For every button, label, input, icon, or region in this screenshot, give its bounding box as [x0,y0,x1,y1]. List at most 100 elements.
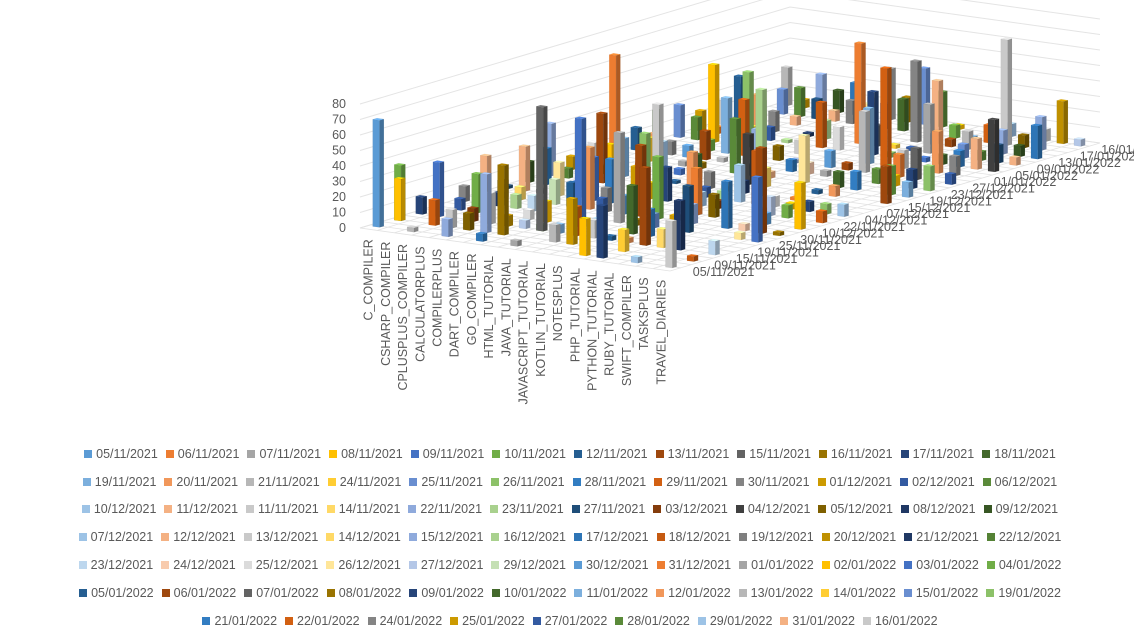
legend-swatch [409,588,418,597]
legend-label: 23/11/2021 [502,502,564,517]
legend-swatch [202,616,211,625]
legend-item: 22/11/2021 [408,502,482,516]
legend-item: 04/12/2021 [735,502,810,516]
bar [510,192,522,210]
legend-item: 26/12/2021 [326,558,401,572]
bar [626,183,639,235]
legend-label: 19/01/2022 [998,585,1061,600]
legend-item: 19/01/2022 [986,586,1061,600]
legend-item: 18/12/2021 [656,530,732,545]
legend-swatch [982,477,991,486]
legend-label: 19/12/2021 [751,530,814,545]
y-tick-label: 40 [332,159,346,173]
legend-swatch [78,561,87,570]
bar [751,175,763,243]
bar [815,100,828,149]
depth-tick-label: 10/12/2021 [822,226,885,240]
bar [858,109,871,174]
legend-label: 22/01/2022 [297,613,360,628]
legend-label: 18/11/2021 [994,446,1056,461]
legend-label: 06/11/2021 [177,446,240,461]
y-tick-label: 30 [332,175,346,189]
legend-item: 25/12/2021 [243,558,318,572]
legend-label: 21/01/2022 [214,613,278,628]
bar [1056,99,1069,145]
legend-label: 10/11/2021 [504,446,566,461]
bar [548,177,561,206]
depth-tick-label: 23/12/2021 [951,188,1014,202]
legend-swatch [615,616,624,625]
legend-item: 19/12/2021 [739,530,814,544]
legend-label: 16/11/2021 [830,446,893,461]
legend-swatch [79,588,88,597]
bar [703,169,716,190]
legend-swatch [329,449,338,458]
legend-label: 09/01/2022 [421,585,484,600]
legend-item: 11/11/2021 [246,502,319,516]
depth-tick-label: 05/11/2021 [693,265,755,279]
bar [901,180,914,198]
legend-label: 14/12/2021 [338,530,401,545]
legend-label: 07/01/2022 [256,585,319,600]
x-tick-label: GO_COMPILER [465,254,479,346]
legend-swatch [982,449,991,458]
bar [673,166,686,176]
bar [824,148,836,169]
legend-item: 09/11/2021 [410,447,484,461]
legend-swatch [408,561,417,570]
x-tick-label: CPLUSPLUS_COMPILER [396,244,410,391]
legend-swatch [490,477,499,486]
legend-label: 13/12/2021 [255,530,319,545]
legend-swatch [450,616,459,625]
bar [1073,137,1086,147]
legend-swatch [900,449,909,458]
bar [716,155,729,163]
depth-tick-label: 15/11/2021 [736,252,798,266]
bar [944,171,957,186]
bar [794,180,806,230]
bar [828,108,840,123]
legend-label: 26/11/2021 [502,474,565,489]
legend-item: 05/11/2021 [84,447,158,461]
legend-item: 29/12/2021 [491,558,566,572]
bar [1000,37,1013,146]
bar [781,137,793,144]
depth-tick-label: 07/12/2021 [886,207,949,221]
bar [406,225,419,233]
legend-item: 10/12/2021 [81,502,156,516]
legend-label: 31/01/2022 [792,613,855,628]
legend-item: 12/11/2021 [574,447,648,461]
bar [707,62,720,143]
legend-swatch [653,505,662,514]
x-tick-label: NOTESPLUS [551,265,565,341]
depth-tick-label: 09/11/2021 [714,258,776,272]
legend-item: 16/11/2021 [818,446,893,461]
x-tick-label: TASKSPLUS [637,277,651,350]
bar [781,203,793,219]
legend-swatch [821,561,830,570]
legend-item: 27/12/2021 [408,558,483,572]
bar [652,154,664,220]
legend-label: 29/12/2021 [503,558,566,573]
legend-swatch [739,533,748,542]
legend-swatch [737,449,746,458]
legend-label: 29/01/2022 [709,613,773,628]
legend-label: 21/11/2021 [258,474,320,489]
legend-label: 18/12/2021 [668,530,732,545]
legend-label: 07/12/2021 [90,530,154,545]
legend-label: 11/12/2021 [176,502,239,517]
depth-tick-label: 13/01/2022 [1058,156,1121,170]
legend-label: 13/01/2022 [750,585,814,600]
legend-swatch [243,533,252,542]
floor-gridline [370,224,681,269]
bar [923,164,935,192]
legend-item: 15/12/2021 [408,530,483,544]
legend-swatch [903,588,912,597]
depth-tick-label: 25/11/2021 [779,239,841,253]
bar [428,197,441,227]
legend-label: 24/01/2022 [379,613,443,628]
legend-label: 04/01/2022 [998,558,1062,573]
legend-swatch [655,449,664,458]
x-tick-label: TRAVEL_DIARIES [654,280,668,385]
legend-item: 22/01/2022 [285,614,360,628]
